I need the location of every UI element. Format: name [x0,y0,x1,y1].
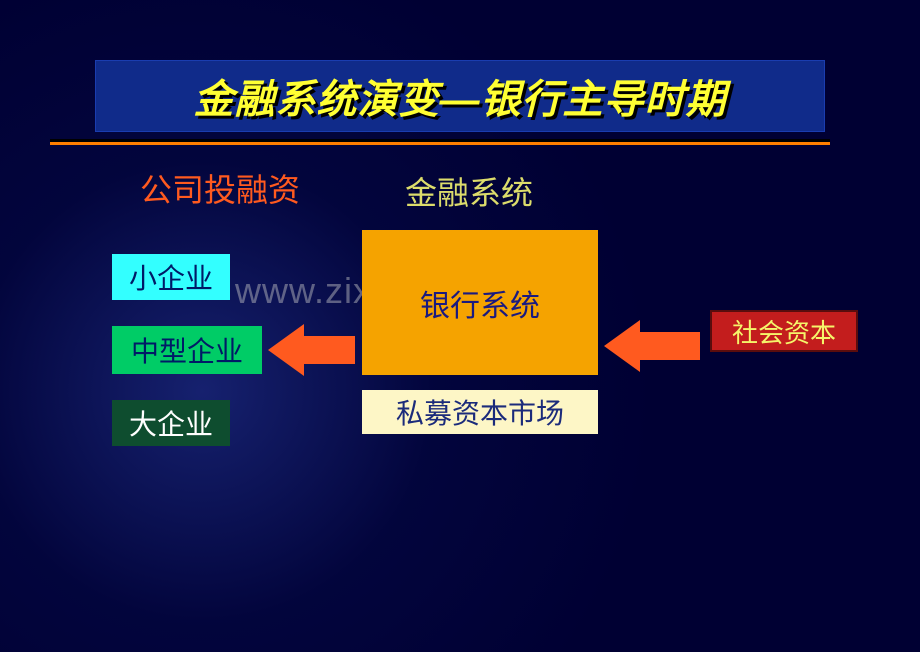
divider-1 [50,142,830,145]
arrow-to-bank [604,320,700,372]
private-cap: 私募资本市场 [362,390,598,434]
bank-system: 银行系统 [362,230,598,375]
small-ent: 小企业 [112,254,230,300]
company-label: 公司投融资 [140,165,300,211]
slide-canvas: 金融系统演变—银行主导时期公司投融资金融系统www.zixin.com.cn小企… [0,0,920,652]
medium-ent: 中型企业 [112,326,262,374]
arrow-to-medium [268,324,355,376]
social-cap: 社会资本 [710,310,858,352]
large-ent: 大企业 [112,400,230,446]
slide-title: 金融系统演变—银行主导时期 [95,60,825,132]
system-label: 金融系统 [405,168,533,214]
